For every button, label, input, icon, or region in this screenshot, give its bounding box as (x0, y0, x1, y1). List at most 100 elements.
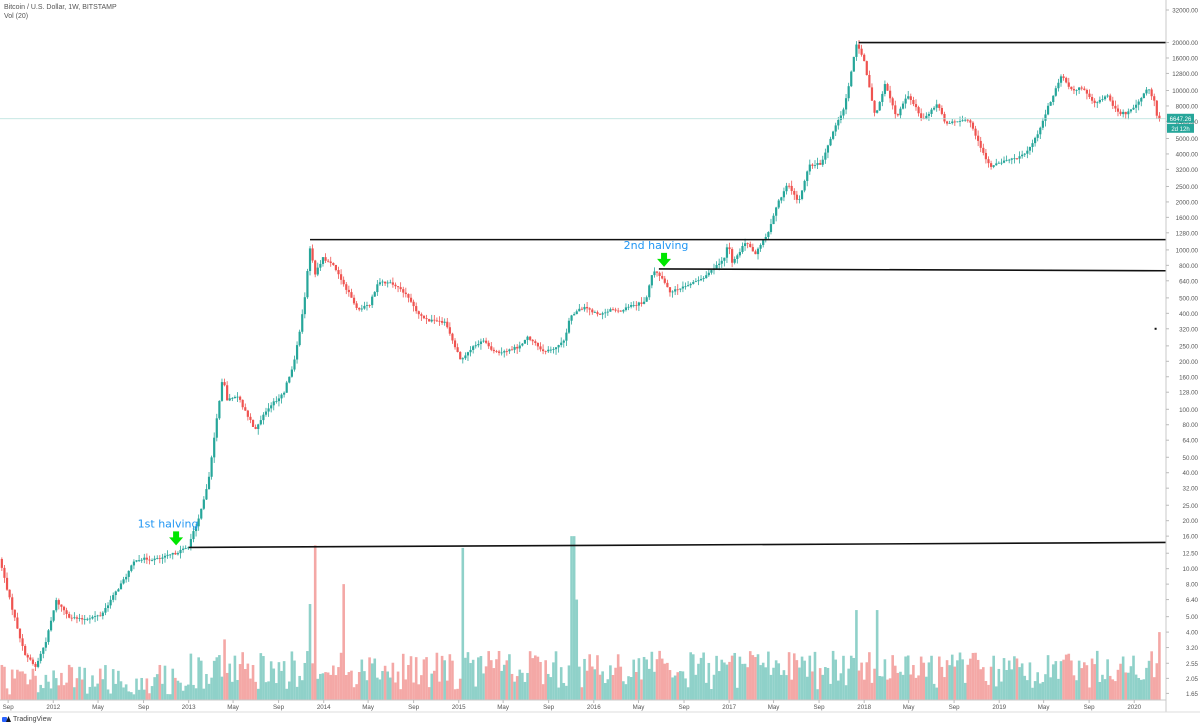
volume-bar (197, 657, 200, 700)
candle-body (1088, 93, 1091, 97)
volume-bar (909, 674, 913, 700)
candle-body (96, 615, 99, 617)
volume-bar (158, 664, 162, 700)
volume-bar (443, 660, 446, 700)
volume-bar (130, 692, 133, 700)
candle-body (611, 309, 615, 310)
candle-body (137, 560, 141, 562)
volume-bar (513, 681, 516, 700)
volume-bar (622, 681, 625, 700)
candle-body (381, 281, 384, 283)
candle-body (179, 549, 182, 554)
candle-body (1096, 102, 1099, 104)
candle-body (852, 56, 855, 72)
volume-bar (16, 669, 19, 700)
volume-bar (989, 666, 993, 700)
candle-body (1083, 88, 1086, 90)
candle-body (373, 292, 376, 297)
volume-bar (792, 653, 796, 700)
candle-body (829, 138, 832, 146)
volume-bar (122, 687, 125, 700)
volume-bar (448, 654, 452, 700)
volume-bar (269, 661, 273, 700)
volume-bar (751, 655, 755, 700)
candle-body (562, 340, 565, 343)
volume-bar (272, 668, 276, 700)
candle-body (1150, 89, 1153, 97)
volume-bar (852, 657, 856, 700)
candle-body (264, 411, 268, 415)
candle-body (1116, 108, 1120, 112)
footer-brand[interactable]: TradingView (2, 716, 52, 723)
candle-body (503, 351, 506, 353)
volume-bar (174, 677, 177, 700)
candle-body (435, 320, 439, 322)
y-tick-label: 640.00 (1179, 278, 1198, 285)
volume-bar (855, 610, 858, 700)
candle-body (987, 159, 990, 164)
candle-body (819, 163, 822, 165)
volume-bar (961, 659, 964, 700)
candle-body (767, 232, 770, 237)
candle-body (1021, 154, 1024, 157)
y-tick-label: 400.00 (1179, 311, 1198, 318)
volume-bar (187, 684, 190, 700)
candle-body (1036, 134, 1039, 138)
price-axis[interactable]: 32000.00 20000.00 16000.00 12800.00 10000.00… (1165, 0, 1199, 712)
y-tick-label: 160.00 (1179, 374, 1198, 381)
time-axis[interactable]: Sep 2012 May Sep 2013 May Sep 2014 May Sep 2015 May… (0, 699, 1200, 713)
candle-body (844, 98, 848, 110)
volume-bar (487, 651, 490, 700)
volume-bar (171, 668, 175, 700)
candle-body (873, 100, 876, 113)
volume-bar (987, 684, 990, 700)
candle-body (1046, 105, 1050, 115)
candle-body (733, 258, 736, 263)
candle-body (614, 309, 617, 311)
x-tick-label: 2019 (992, 704, 1006, 711)
volume-bar (391, 662, 395, 700)
volume-bar (277, 662, 281, 700)
candle-body (1137, 101, 1140, 105)
candle-body (83, 619, 86, 620)
y-tick-label: 200.00 (1179, 359, 1198, 366)
volume-bar (75, 678, 79, 700)
volume-bar (412, 682, 415, 700)
volume-bar (596, 655, 599, 700)
candle-body (1026, 150, 1029, 154)
candle-body (166, 554, 169, 556)
candle-body (653, 271, 656, 276)
volume-bar (482, 673, 485, 700)
volume-bar (484, 666, 488, 700)
candle-body (930, 109, 933, 114)
volume-bar (1049, 677, 1052, 700)
candle-body (466, 352, 470, 356)
candle-body (205, 489, 208, 500)
volume-bar (824, 667, 827, 700)
candle-body (479, 341, 483, 345)
volume-bar (984, 681, 988, 700)
volume-bar (477, 657, 480, 700)
horizontal-lines[interactable] (0, 41, 1167, 549)
candle-body (376, 284, 379, 293)
volume-bar (1038, 683, 1042, 700)
volume-bar (673, 675, 677, 700)
volume-bar (704, 682, 708, 700)
volume-bar (60, 672, 63, 700)
candle-body (686, 285, 690, 287)
candle-body (78, 618, 81, 619)
volume-bar (1075, 680, 1078, 700)
candle-body (609, 309, 612, 312)
candle-body (125, 576, 128, 580)
candle-body (718, 263, 721, 265)
candle-body (1080, 87, 1083, 89)
candle-body (422, 315, 426, 319)
volume-bar (388, 677, 392, 700)
candle-body (531, 339, 534, 342)
candle-body (529, 336, 532, 340)
volume-bar (1026, 680, 1029, 700)
candle-body (1090, 96, 1094, 101)
candle-body (627, 306, 630, 308)
volume-bar (534, 655, 537, 700)
